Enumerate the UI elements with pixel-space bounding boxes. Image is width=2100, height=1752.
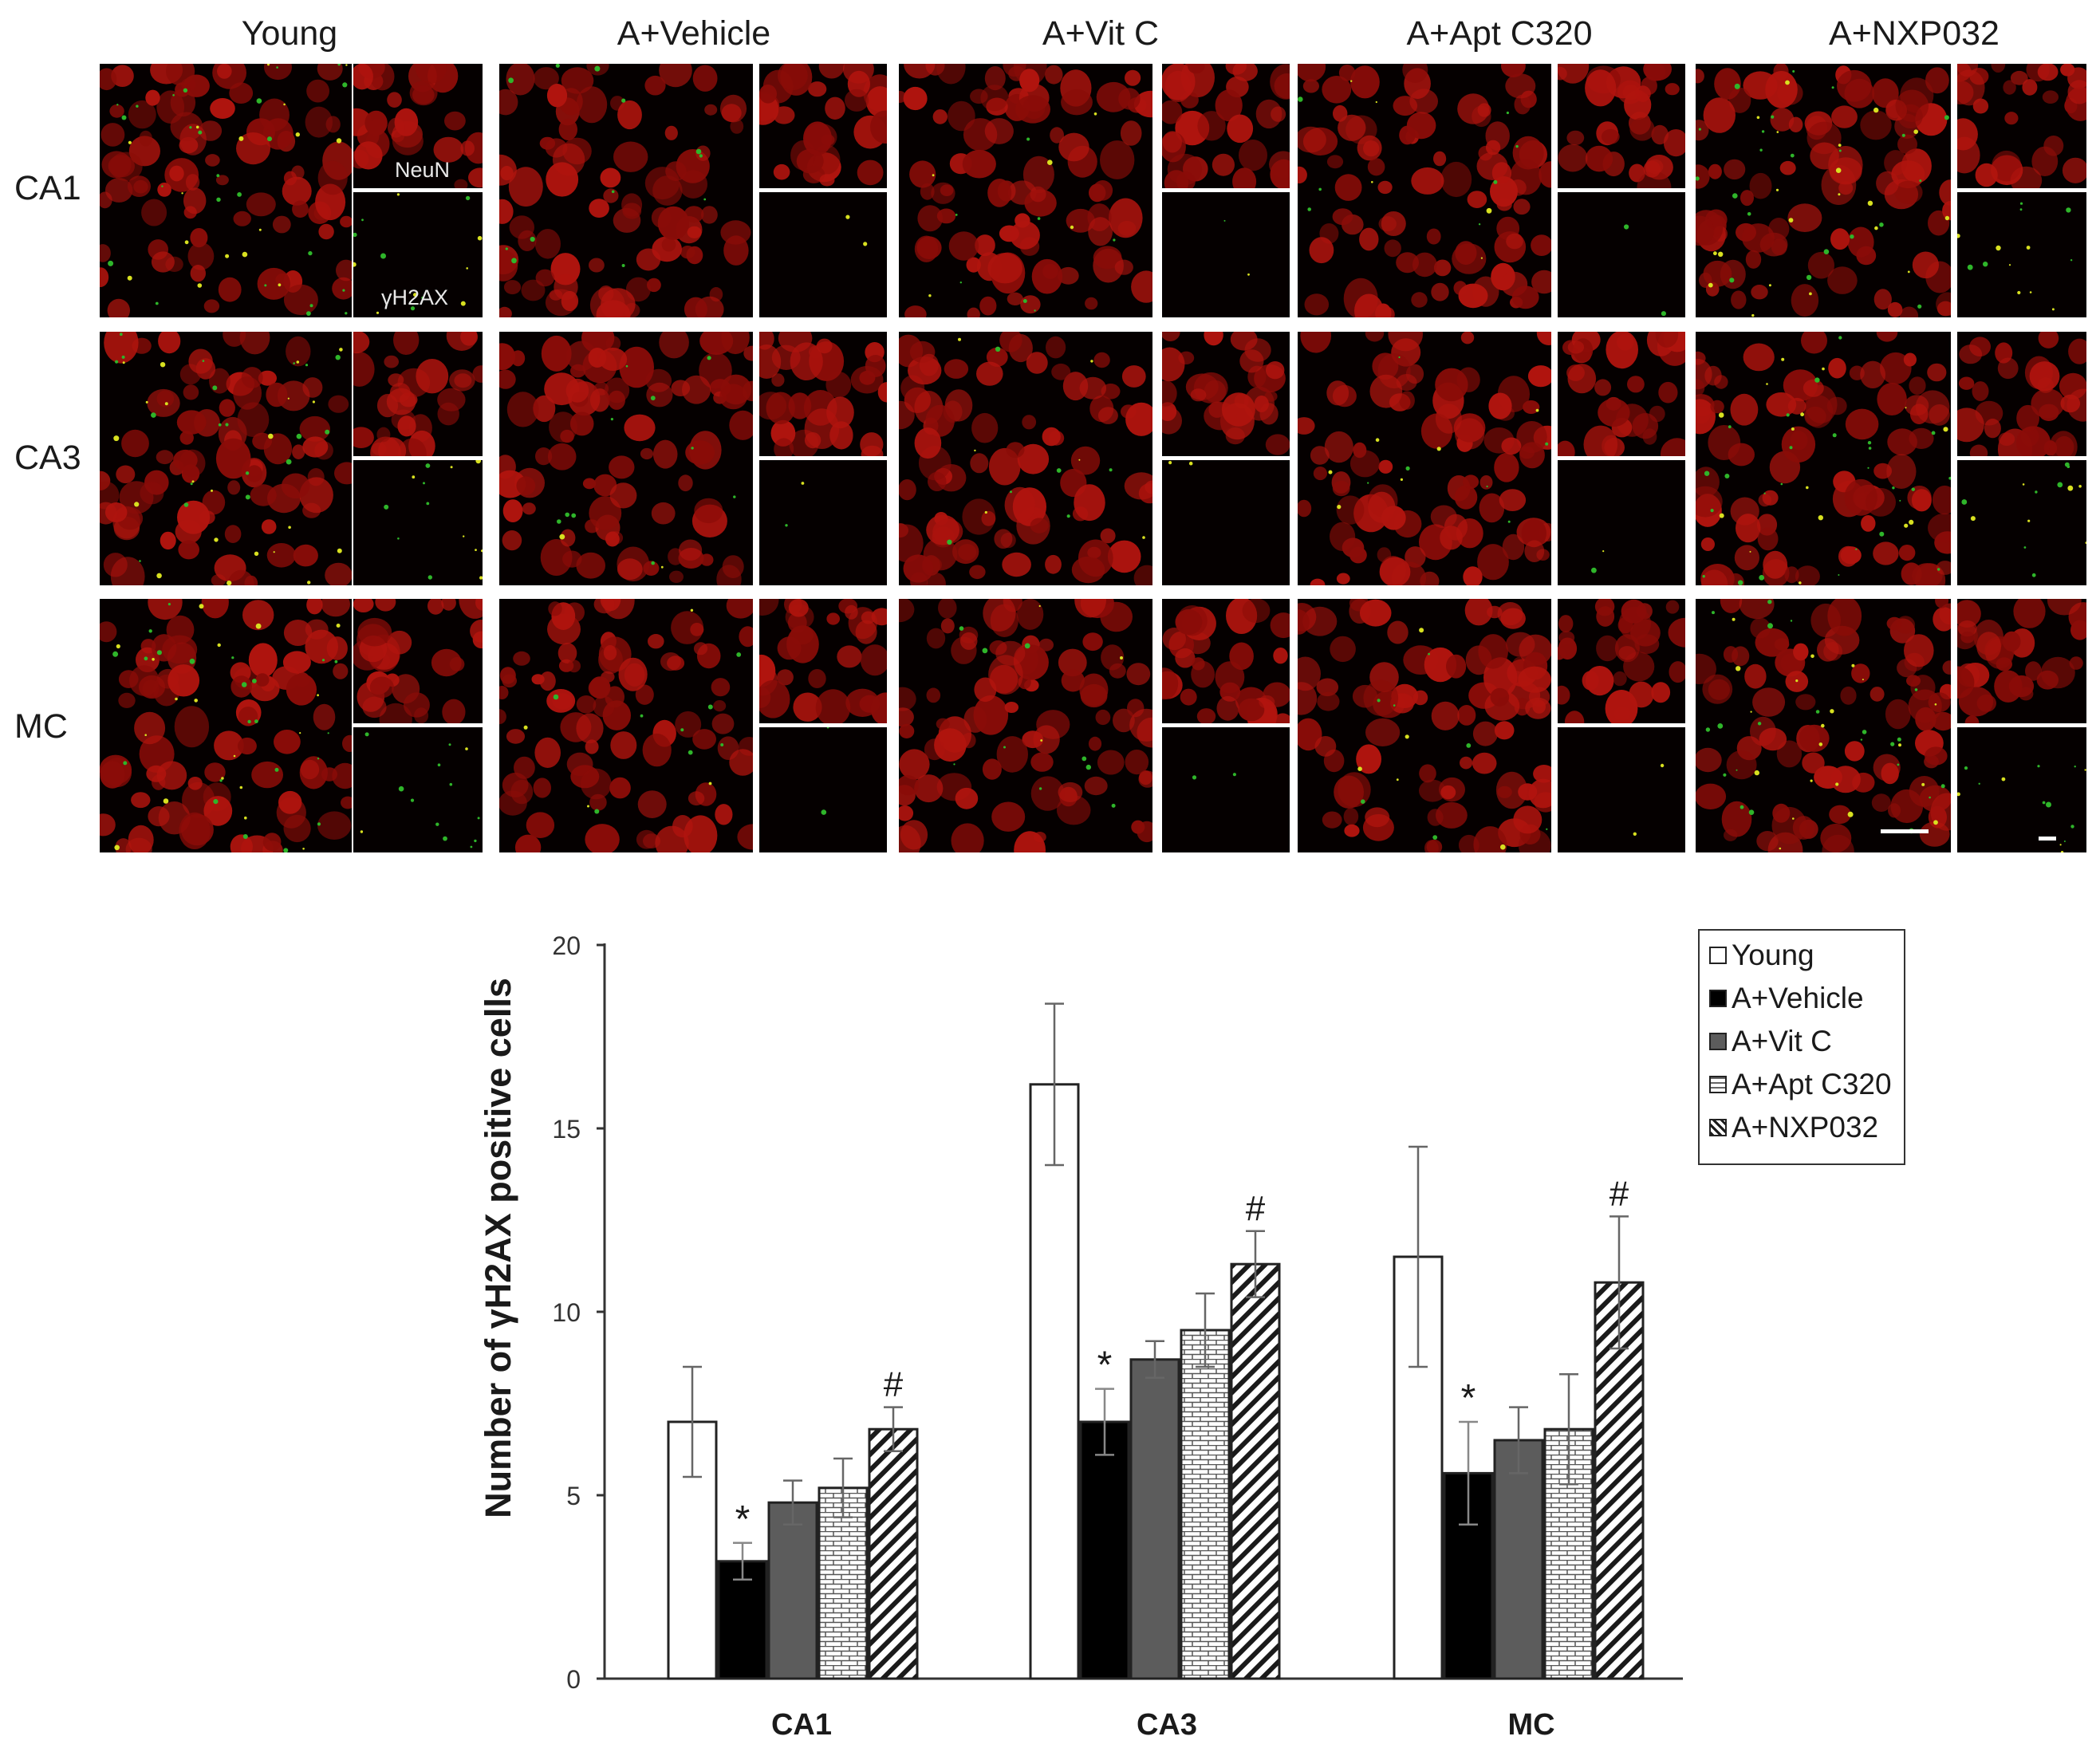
micrograph-r2-c1-neun-inset — [353, 332, 483, 456]
legend-label: A+Vehicle — [1732, 982, 1864, 1014]
column-label-a-vehicle: A+Vehicle — [617, 14, 771, 53]
micrograph-r3-c5-neun-inset — [1957, 599, 2086, 723]
legend-swatch-a-aptc320 — [1709, 1076, 1727, 1093]
y-axis-title: Number of γH2AX positive cells — [478, 978, 518, 1518]
bar-ca1-series-3 — [767, 1501, 818, 1680]
micrograph-r1-c4-gh2ax-inset — [1558, 192, 1685, 317]
legend-swatch-a-nxp032 — [1709, 1119, 1727, 1136]
x-category-label-mc: MC — [1507, 1708, 1554, 1742]
significance-mark: * — [1461, 1377, 1476, 1419]
micrograph-r1-c2-neun-inset — [759, 64, 887, 188]
y-tick-label: 0 — [566, 1665, 581, 1694]
column-label-a-aptc320: A+Apt C320 — [1406, 14, 1593, 53]
micrograph-r2-c1-gh2ax-inset — [353, 460, 483, 585]
bar-mc-series-3 — [1493, 1439, 1544, 1680]
micrograph-r3-c3-neun-inset — [1162, 599, 1290, 723]
x-category-label-ca3: CA3 — [1137, 1708, 1197, 1742]
significance-mark: # — [1609, 1174, 1629, 1213]
legend-swatch-a-vehicle — [1709, 990, 1727, 1007]
micrograph-r2-c5-neun-inset — [1957, 332, 2086, 456]
legend-item-young: Young — [1709, 937, 1814, 974]
bar-ca3-series-5 — [1230, 1262, 1281, 1680]
significance-mark: * — [735, 1498, 751, 1541]
inset-label-gh2ax: γH2AX — [381, 285, 449, 309]
micrograph-r1-c5-neun-inset — [1957, 64, 2086, 188]
micrograph-r2-c2-merged — [499, 332, 753, 585]
micrograph-r1-c3-gh2ax-inset — [1162, 192, 1290, 317]
micrograph-r2-c4-merged — [1298, 332, 1551, 585]
bar-ca3-series-4 — [1180, 1329, 1231, 1680]
significance-mark: # — [1246, 1189, 1266, 1228]
significance-mark: # — [884, 1365, 904, 1404]
micrograph-r2-c5-gh2ax-inset — [1957, 460, 2086, 585]
micrograph-r2-c4-gh2ax-inset — [1558, 460, 1685, 585]
micrograph-r3-c3-merged — [899, 599, 1152, 852]
micrograph-r2-c3-merged — [899, 332, 1152, 585]
bar-mc-series-1 — [1393, 1255, 1444, 1680]
legend-item-a-vehicle: A+Vehicle — [1709, 980, 1864, 1017]
micrograph-r1-c1-neun-inset — [353, 64, 483, 188]
micrograph-r3-c4-neun-inset — [1558, 599, 1685, 723]
micrograph-r2-c1-merged — [100, 332, 352, 585]
micrograph-r1-c1-gh2ax-inset — [353, 192, 483, 317]
micrograph-r1-c3-neun-inset — [1162, 64, 1290, 188]
micrograph-r1-c1-merged — [100, 64, 352, 317]
micrograph-r1-c4-merged — [1298, 64, 1551, 317]
micrograph-r1-c2-merged — [499, 64, 753, 317]
inset-label-neun: NeuN — [395, 158, 451, 182]
bar-ca1-series-4 — [818, 1486, 869, 1680]
micrograph-r1-c4-neun-inset — [1558, 64, 1685, 188]
micrograph-r3-c4-gh2ax-inset — [1558, 727, 1685, 852]
micrograph-r3-c1-neun-inset — [353, 599, 483, 723]
bar-ca3-series-2 — [1079, 1420, 1130, 1680]
legend-item-a-nxp032: A+NXP032 — [1709, 1109, 1878, 1146]
row-label-mc: MC — [14, 707, 68, 746]
y-tick-label: 15 — [552, 1115, 581, 1144]
scale-bar-inset — [2039, 837, 2056, 841]
bar-ca3-series-3 — [1129, 1358, 1180, 1680]
micrograph-r1-c2-gh2ax-inset — [759, 192, 887, 317]
bar-ca3-series-1 — [1029, 1083, 1080, 1680]
legend-swatch-a-vitc — [1709, 1033, 1727, 1050]
micrograph-r3-c4-merged — [1298, 599, 1551, 852]
micrograph-r1-c5-gh2ax-inset — [1957, 192, 2086, 317]
micrograph-r3-c5-merged — [1696, 599, 1951, 852]
micrograph-r1-c5-merged — [1696, 64, 1951, 317]
micrograph-r1-c3-merged — [899, 64, 1152, 317]
row-label-ca3: CA3 — [14, 439, 81, 477]
micrograph-r3-c2-neun-inset — [759, 599, 887, 723]
micrograph-r2-c3-gh2ax-inset — [1162, 460, 1290, 585]
legend-item-a-aptc320: A+Apt C320 — [1709, 1066, 1892, 1103]
y-tick-label: 10 — [552, 1298, 581, 1327]
micrograph-r3-c1-gh2ax-inset — [353, 727, 483, 852]
legend-swatch-young — [1709, 947, 1727, 964]
legend-label: Young — [1732, 939, 1814, 971]
micrograph-r3-c5-gh2ax-inset — [1957, 727, 2086, 852]
row-label-ca1: CA1 — [14, 169, 81, 207]
micrograph-r3-c3-gh2ax-inset — [1162, 727, 1290, 852]
legend-label: A+Vit C — [1732, 1025, 1832, 1057]
column-label-a-vitc: A+Vit C — [1042, 14, 1160, 53]
x-category-label-ca1: CA1 — [771, 1708, 832, 1742]
scale-bar-main — [1881, 829, 1929, 833]
micrograph-r3-c2-merged — [499, 599, 753, 852]
chart-legend: Young A+Vehicle A+Vit C A+Apt C320 A+NXP… — [1698, 929, 1905, 1165]
column-label-young: Young — [241, 14, 338, 53]
micrograph-r2-c2-neun-inset — [759, 332, 887, 456]
column-label-a-nxp032: A+NXP032 — [1829, 14, 2000, 53]
legend-item-a-vitc: A+Vit C — [1709, 1023, 1832, 1060]
micrograph-r2-c3-neun-inset — [1162, 332, 1290, 456]
micrograph-r2-c2-gh2ax-inset — [759, 460, 887, 585]
significance-mark: * — [1097, 1345, 1113, 1387]
micrograph-r2-c5-merged — [1696, 332, 1951, 585]
micrograph-r3-c1-merged — [100, 599, 352, 852]
legend-label: A+NXP032 — [1732, 1111, 1879, 1144]
bar-ca1-series-5 — [868, 1427, 919, 1680]
micrograph-r2-c4-neun-inset — [1558, 332, 1685, 456]
y-tick-label: 5 — [566, 1482, 581, 1510]
micrograph-r3-c2-gh2ax-inset — [759, 727, 887, 852]
legend-label: A+Apt C320 — [1732, 1068, 1892, 1100]
y-tick-label: 20 — [552, 931, 581, 960]
